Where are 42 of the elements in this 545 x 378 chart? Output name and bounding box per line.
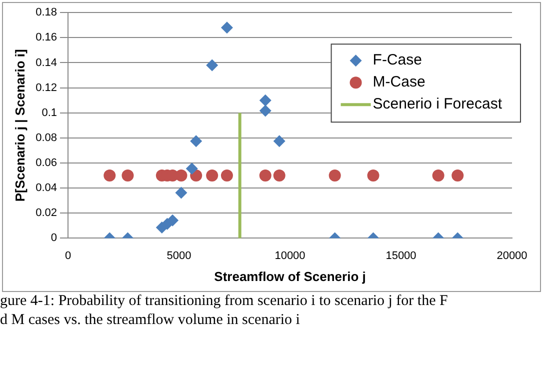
point [190,135,202,148]
x-tick-label: 15000 [386,250,416,262]
legend-label: Scenerio i Forecast [372,96,503,113]
y-tick-label: 0.18 [36,6,58,19]
x-tick-label: 5000 [166,250,192,262]
point [273,170,286,182]
point [432,170,444,182]
y-tick-label: 0.1 [42,106,58,119]
y-tick-label: 0.04 [36,182,58,194]
point [259,104,272,117]
y-axis-title: P[Scenario j | Scenario i] [12,49,28,202]
y-tick-label: 0.08 [36,132,58,144]
text: d M cases vs. the streamflow volume in scenario i [0,311,301,330]
legend-label: M-Case [372,74,426,91]
text: gure 4-1: Probability of transitioning from scenario i to scenario j for the F [0,292,449,311]
legend-label: F-Case [372,52,422,69]
y-tick-label: 0.16 [36,32,58,44]
point [166,214,179,226]
point [175,186,188,199]
point [273,135,286,148]
point [122,170,134,182]
point [259,94,272,106]
point [186,162,198,175]
y-tick-label: 0.12 [36,82,58,94]
point [452,170,464,182]
point [220,170,233,182]
point [259,170,272,182]
point [367,170,380,182]
y-tick-label: 0.06 [36,157,58,170]
point [104,170,116,182]
y-tick-label: 0.02 [36,207,58,220]
x-axis-title: Streamflow of Scenerio j [214,268,366,284]
point [206,59,218,72]
x-tick-label: 10000 [274,250,306,262]
y-tick-label: 0 [50,232,58,244]
point [328,170,341,182]
x-tick-label: 0 [64,250,72,262]
point [220,22,233,34]
point [206,170,218,182]
x-tick-label: 20000 [496,250,528,262]
point [175,170,188,182]
y-tick-label: 0.14 [36,56,58,69]
